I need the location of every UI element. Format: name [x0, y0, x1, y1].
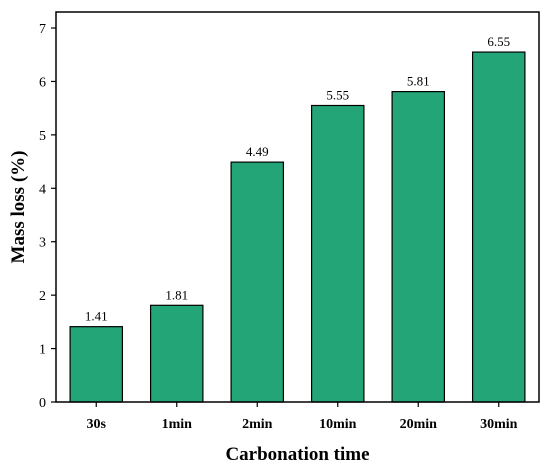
bars-group — [69, 51, 526, 403]
x-tick-label-30min: 30min — [480, 417, 518, 432]
y-tick-label-7: 7 — [39, 22, 46, 37]
y-tick-label-0: 0 — [39, 396, 46, 411]
value-label-2min: 4.49 — [246, 144, 269, 159]
bar-2min — [230, 161, 285, 403]
x-axis-title: Carbonation time — [225, 444, 369, 465]
y-tick-label-4: 4 — [39, 182, 46, 197]
bar-1min — [149, 304, 204, 403]
x-axis-ticks: 30s 1min 2min 10min 20min 30min — [87, 402, 518, 432]
plot-frame — [55, 11, 540, 403]
y-tick-label-5: 5 — [39, 129, 46, 144]
bar-10min — [310, 104, 365, 403]
bar-20min — [391, 91, 446, 403]
bar-30s — [69, 326, 124, 403]
x-tick-label-20min: 20min — [400, 417, 438, 432]
x-tick-label-1min: 1min — [162, 417, 193, 432]
x-tick-label-10min: 10min — [319, 417, 357, 432]
y-axis-ticks: 0 1 2 3 4 5 6 7 — [39, 22, 56, 411]
y-tick-label-2: 2 — [39, 289, 46, 304]
value-label-30s: 1.41 — [85, 309, 108, 324]
bar-30min — [471, 51, 526, 403]
value-label-20min: 5.81 — [407, 74, 430, 89]
value-label-30min: 6.55 — [487, 34, 510, 49]
value-label-1min: 1.81 — [165, 287, 188, 302]
x-tick-label-2min: 2min — [242, 417, 273, 432]
y-tick-label-3: 3 — [39, 236, 46, 251]
y-tick-label-6: 6 — [39, 75, 46, 90]
y-tick-label-1: 1 — [39, 343, 46, 358]
x-tick-label-30s: 30s — [87, 417, 107, 432]
y-axis-title: Mass loss (%) — [8, 151, 29, 264]
value-label-10min: 5.55 — [326, 87, 349, 102]
value-labels-group: 1.41 1.81 4.49 5.55 5.81 6.55 — [85, 34, 510, 324]
